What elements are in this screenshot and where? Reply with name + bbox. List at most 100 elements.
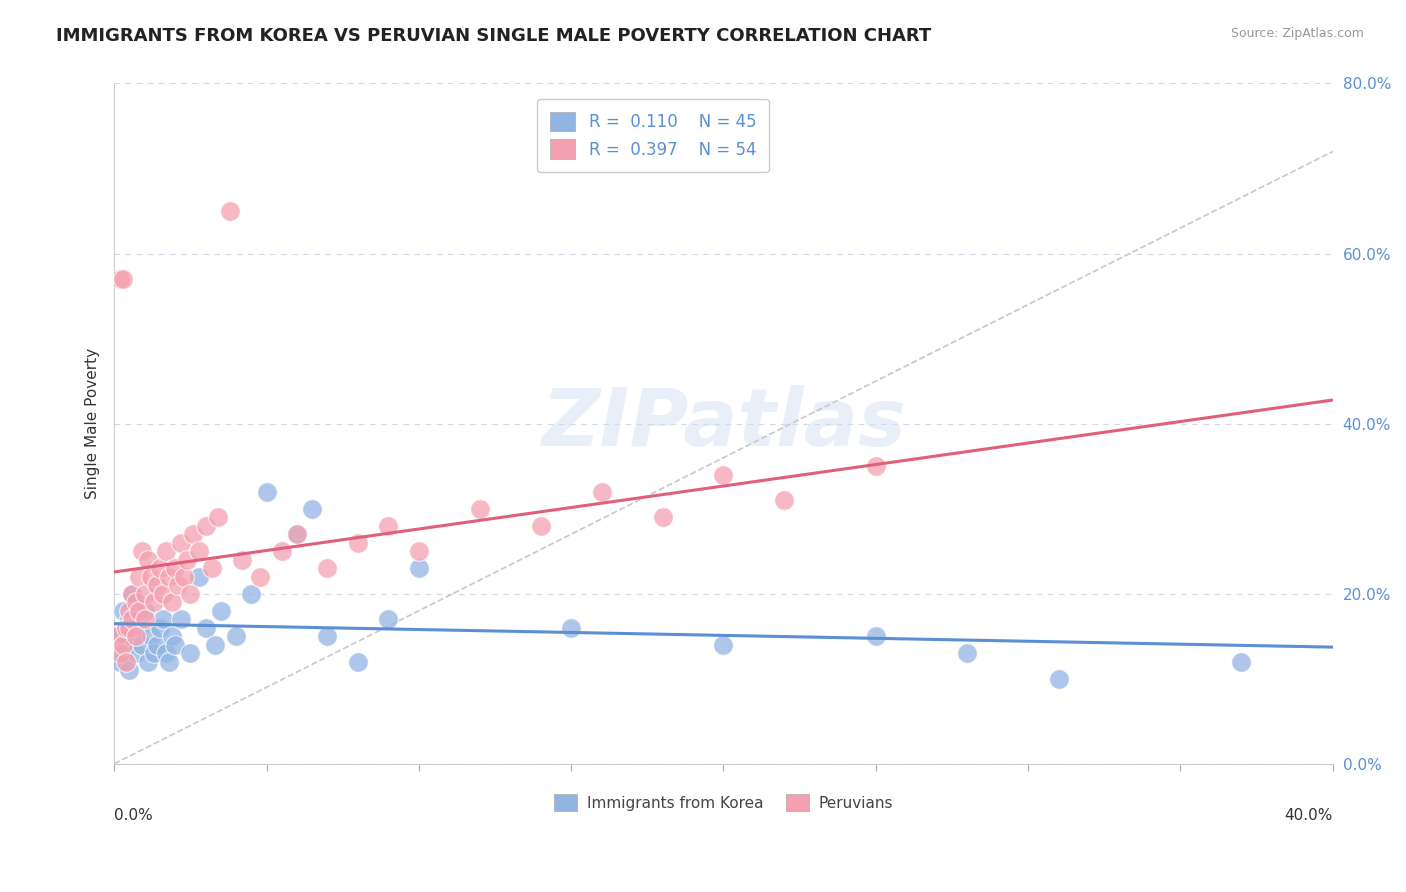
Point bbox=[121, 587, 143, 601]
Point bbox=[128, 570, 150, 584]
Point bbox=[713, 467, 735, 482]
Point bbox=[134, 604, 156, 618]
Point bbox=[188, 544, 211, 558]
Point bbox=[157, 570, 180, 584]
Point bbox=[112, 604, 135, 618]
Point bbox=[285, 527, 308, 541]
Point bbox=[194, 518, 217, 533]
Point bbox=[110, 655, 132, 669]
Point bbox=[209, 604, 232, 618]
Text: 0.0%: 0.0% bbox=[114, 808, 153, 823]
Point bbox=[112, 638, 135, 652]
Point bbox=[131, 544, 153, 558]
Point bbox=[121, 629, 143, 643]
Point bbox=[128, 621, 150, 635]
Point bbox=[167, 578, 190, 592]
Point bbox=[124, 595, 146, 609]
Point bbox=[1047, 672, 1070, 686]
Point bbox=[207, 510, 229, 524]
Point bbox=[231, 552, 253, 566]
Point bbox=[139, 629, 162, 643]
Point bbox=[118, 612, 141, 626]
Point bbox=[149, 561, 172, 575]
Point bbox=[146, 638, 169, 652]
Point bbox=[170, 612, 193, 626]
Point bbox=[165, 561, 187, 575]
Point bbox=[194, 621, 217, 635]
Point bbox=[347, 535, 370, 549]
Point bbox=[134, 587, 156, 601]
Point bbox=[142, 646, 165, 660]
Point bbox=[530, 518, 553, 533]
Text: 40.0%: 40.0% bbox=[1285, 808, 1333, 823]
Point bbox=[285, 527, 308, 541]
Point bbox=[225, 629, 247, 643]
Point bbox=[124, 646, 146, 660]
Point bbox=[773, 493, 796, 508]
Point bbox=[651, 510, 673, 524]
Point bbox=[219, 204, 242, 219]
Point bbox=[160, 595, 183, 609]
Point bbox=[110, 646, 132, 660]
Text: IMMIGRANTS FROM KOREA VS PERUVIAN SINGLE MALE POVERTY CORRELATION CHART: IMMIGRANTS FROM KOREA VS PERUVIAN SINGLE… bbox=[56, 27, 932, 45]
Point bbox=[468, 501, 491, 516]
Point bbox=[160, 629, 183, 643]
Point bbox=[134, 612, 156, 626]
Point bbox=[865, 629, 887, 643]
Point bbox=[136, 552, 159, 566]
Point bbox=[270, 544, 292, 558]
Legend: Immigrants from Korea, Peruvians: Immigrants from Korea, Peruvians bbox=[548, 788, 898, 817]
Point bbox=[249, 570, 271, 584]
Point bbox=[142, 595, 165, 609]
Point bbox=[131, 638, 153, 652]
Text: Source: ZipAtlas.com: Source: ZipAtlas.com bbox=[1230, 27, 1364, 40]
Point bbox=[956, 646, 979, 660]
Point bbox=[157, 655, 180, 669]
Point bbox=[115, 621, 138, 635]
Point bbox=[591, 484, 613, 499]
Point bbox=[173, 570, 195, 584]
Point bbox=[301, 501, 323, 516]
Point bbox=[121, 587, 143, 601]
Point bbox=[408, 561, 430, 575]
Point bbox=[377, 612, 399, 626]
Point bbox=[204, 638, 226, 652]
Point bbox=[136, 655, 159, 669]
Point bbox=[179, 646, 201, 660]
Point bbox=[105, 629, 128, 643]
Point bbox=[124, 629, 146, 643]
Point bbox=[118, 663, 141, 677]
Point bbox=[115, 655, 138, 669]
Point bbox=[316, 561, 339, 575]
Point bbox=[105, 629, 128, 643]
Point bbox=[112, 272, 135, 286]
Point bbox=[1230, 655, 1253, 669]
Y-axis label: Single Male Poverty: Single Male Poverty bbox=[86, 348, 100, 500]
Point bbox=[115, 638, 138, 652]
Point bbox=[865, 459, 887, 474]
Point bbox=[179, 587, 201, 601]
Point bbox=[347, 655, 370, 669]
Point bbox=[112, 646, 135, 660]
Point bbox=[377, 518, 399, 533]
Point bbox=[115, 621, 138, 635]
Point bbox=[128, 604, 150, 618]
Point bbox=[110, 272, 132, 286]
Point bbox=[152, 612, 174, 626]
Point bbox=[118, 604, 141, 618]
Point bbox=[201, 561, 224, 575]
Point bbox=[155, 544, 177, 558]
Point bbox=[240, 587, 263, 601]
Point bbox=[256, 484, 278, 499]
Point bbox=[155, 646, 177, 660]
Point bbox=[176, 552, 198, 566]
Point bbox=[170, 535, 193, 549]
Point bbox=[121, 612, 143, 626]
Point bbox=[118, 621, 141, 635]
Point bbox=[165, 638, 187, 652]
Point bbox=[408, 544, 430, 558]
Point bbox=[146, 578, 169, 592]
Point bbox=[188, 570, 211, 584]
Point bbox=[139, 570, 162, 584]
Point bbox=[713, 638, 735, 652]
